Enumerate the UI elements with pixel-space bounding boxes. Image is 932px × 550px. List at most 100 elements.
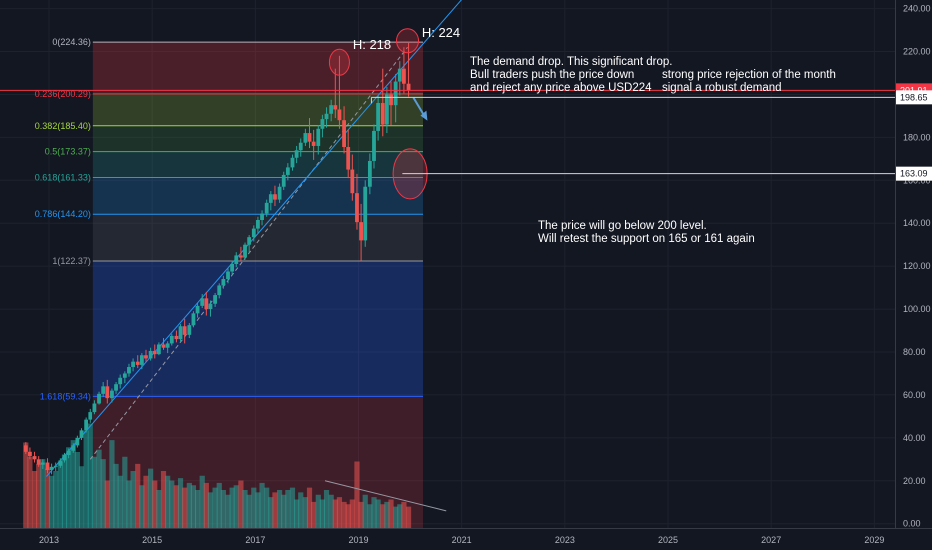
time-tick-label: 2029 (864, 535, 884, 545)
candle-body (268, 194, 273, 203)
time-tick-label: 2013 (39, 535, 59, 545)
candle-body (169, 335, 174, 344)
candle-body (75, 437, 80, 446)
time-tick-label: 2025 (658, 535, 678, 545)
volume-bar (53, 471, 59, 528)
price-tick-label: 240.00 (903, 4, 931, 14)
volume-bar (405, 506, 412, 528)
candle-body (372, 130, 376, 161)
volume-bar (199, 475, 205, 528)
volume-bar (384, 501, 390, 528)
volume-bar (44, 468, 51, 528)
volume-bar (216, 482, 222, 528)
volume-bar (173, 485, 180, 528)
volume-bar (255, 492, 261, 528)
fib-zone (92, 93, 423, 126)
grid (0, 0, 895, 528)
candle-body (195, 305, 200, 314)
candle-body (243, 244, 247, 258)
candle-body (92, 403, 97, 413)
price-tick-label: 100.00 (903, 304, 931, 314)
candle-body (187, 325, 192, 335)
candle-body (256, 220, 260, 229)
candle-body (32, 456, 37, 460)
volume-bar (190, 485, 197, 528)
fib-label: 0(224.36) (52, 37, 91, 47)
volume-bar (281, 494, 287, 528)
volume-bar (122, 456, 128, 528)
candle-body (28, 451, 32, 457)
volume-bar (388, 499, 394, 528)
candle-body (204, 298, 209, 310)
candle-body (191, 313, 196, 326)
candle-body (273, 194, 277, 200)
candle-body (251, 228, 256, 238)
candle-body (110, 390, 114, 399)
price-tick-label: 140.00 (903, 218, 931, 228)
time-tick-label: 2021 (452, 535, 472, 545)
volume-bar (23, 442, 29, 528)
candle-body (324, 113, 329, 120)
candle-body (40, 462, 45, 465)
candle-body (49, 466, 54, 471)
volume-bar (27, 456, 33, 528)
candle-body (307, 133, 312, 142)
candle-body (105, 386, 110, 399)
volume-bar (96, 449, 102, 528)
candle-body (174, 335, 179, 340)
down-arrow-head-icon (420, 110, 428, 121)
volume-bar (259, 482, 265, 528)
time-tick-label: 2015 (142, 535, 162, 545)
candle-body (350, 169, 355, 194)
volume-bar (328, 494, 334, 528)
candle-body (239, 255, 243, 258)
price-tag (896, 90, 932, 105)
candle-body (97, 393, 101, 404)
volume-bar (104, 480, 110, 528)
candle-body (355, 193, 359, 223)
candle-body (298, 142, 303, 151)
fib-label: 0.618(161.33) (35, 172, 91, 182)
candles (23, 42, 411, 475)
volume-bar (393, 506, 399, 528)
price-tag-text: 198.65 (900, 92, 928, 102)
candle-body (221, 279, 226, 286)
volume-bar (160, 471, 167, 528)
volume-bar (100, 459, 106, 528)
candle-body (161, 344, 166, 348)
volume-bar (276, 490, 283, 528)
fib-label: 0.382(185.40) (35, 121, 91, 131)
volume-bar (311, 501, 317, 528)
candle-body (294, 150, 299, 158)
annotation-robust-demand: signal a robust demand (662, 82, 782, 94)
candle-body (260, 213, 264, 220)
fibonacci-lines: 0(224.36) 0.236(200.29) 0.382(185.40) 0.5(1… (35, 37, 423, 401)
volume-bar (139, 485, 145, 528)
candle-body (84, 419, 89, 431)
candle-body (114, 384, 118, 391)
price-tick-label: 0.00 (903, 519, 921, 529)
volume-bar (156, 490, 162, 528)
candle-body (285, 167, 290, 175)
annotation-price-rejection: strong price rejection of the month (662, 69, 836, 81)
fib-zone (92, 125, 423, 152)
candle-body (178, 326, 183, 340)
volume-bar (130, 471, 136, 528)
candle-body (367, 160, 372, 187)
volume-bar (302, 497, 308, 528)
volume-bar (367, 504, 373, 528)
volume-bar (70, 440, 76, 528)
high-label-218: H: 218 (353, 37, 391, 52)
candle-body (320, 119, 325, 129)
volume-bar (165, 475, 171, 528)
volume-bar (48, 475, 55, 528)
fib-label: 1.618(59.34) (40, 391, 91, 401)
candle-body (71, 445, 76, 451)
candle-body (234, 255, 239, 264)
volume-bar (177, 478, 184, 528)
candle-body (230, 264, 235, 272)
price-tick-label: 60.00 (903, 390, 926, 400)
time-axis[interactable]: 2013 2015 2017 2019 2021 2023 2025 2027 2029 (39, 535, 884, 545)
